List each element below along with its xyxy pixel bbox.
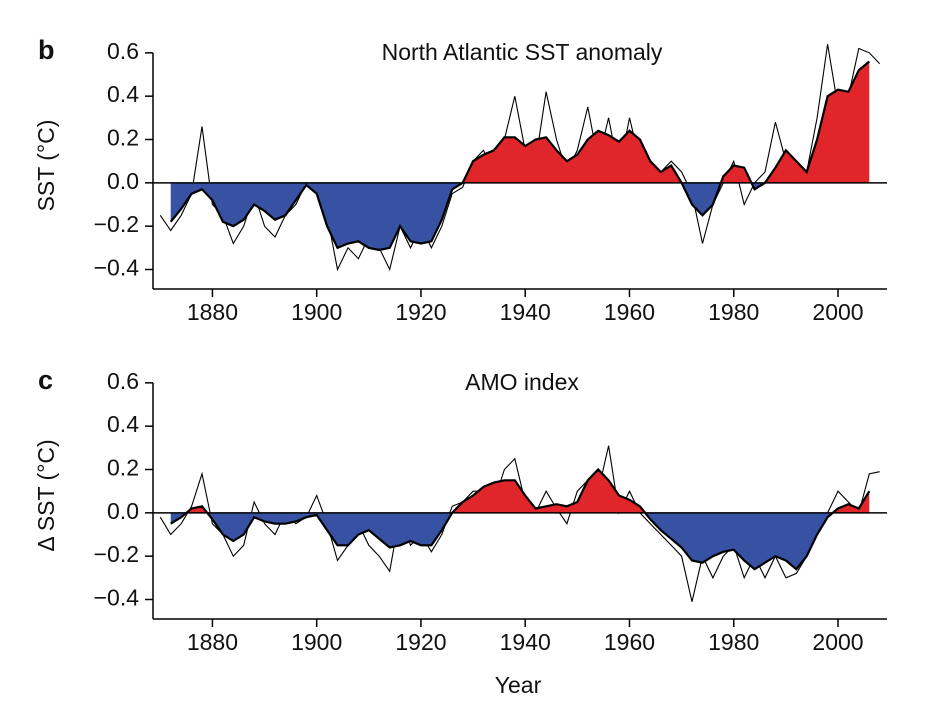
x-tick-label: 1880: [187, 299, 238, 325]
y-tick-label: 0.2: [107, 125, 139, 151]
annual-line: [159, 44, 881, 272]
positive-area: [170, 61, 870, 183]
y-axis-label: SST (°C): [33, 120, 59, 212]
y-tick-label: −0.4: [94, 255, 140, 281]
x-tick-label: 2000: [812, 629, 863, 655]
y-tick-label: 0.4: [107, 411, 139, 437]
y-tick-label: −0.4: [94, 585, 140, 611]
y-axis-label: Δ SST (°C): [33, 439, 59, 551]
x-tick-label: 1880: [187, 629, 238, 655]
x-tick-label: 1980: [708, 299, 759, 325]
y-tick-label: 0.6: [107, 38, 139, 64]
chart-title: North Atlantic SST anomaly: [382, 39, 663, 65]
y-tick-label: −0.2: [94, 541, 139, 567]
x-axis-label: Year: [495, 672, 542, 698]
panel-letter: c: [38, 365, 53, 395]
panel-letter: b: [38, 35, 55, 65]
x-tick-label: 1960: [604, 299, 655, 325]
y-tick-label: 0.4: [107, 81, 139, 107]
y-tick-label: 0.6: [107, 368, 139, 394]
chart-title: AMO index: [465, 369, 579, 395]
y-tick-label: −0.2: [94, 211, 139, 237]
negative-area: [170, 512, 833, 570]
y-tick-label: 0.2: [107, 455, 139, 481]
x-tick-label: 2000: [812, 299, 863, 325]
x-tick-label: 1980: [708, 629, 759, 655]
smoothed-line: [170, 467, 871, 571]
x-tick-label: 1920: [395, 629, 446, 655]
y-tick-label: 0.0: [107, 168, 139, 194]
x-tick-label: 1940: [500, 299, 551, 325]
y-tick-label: 0.0: [107, 498, 139, 524]
x-tick-label: 1940: [500, 629, 551, 655]
x-tick-label: 1900: [291, 629, 342, 655]
smoothed-line: [169, 60, 871, 252]
x-tick-label: 1920: [395, 299, 446, 325]
x-tick-label: 1900: [291, 299, 342, 325]
positive-area: [170, 469, 870, 513]
x-tick-label: 1960: [604, 629, 655, 655]
